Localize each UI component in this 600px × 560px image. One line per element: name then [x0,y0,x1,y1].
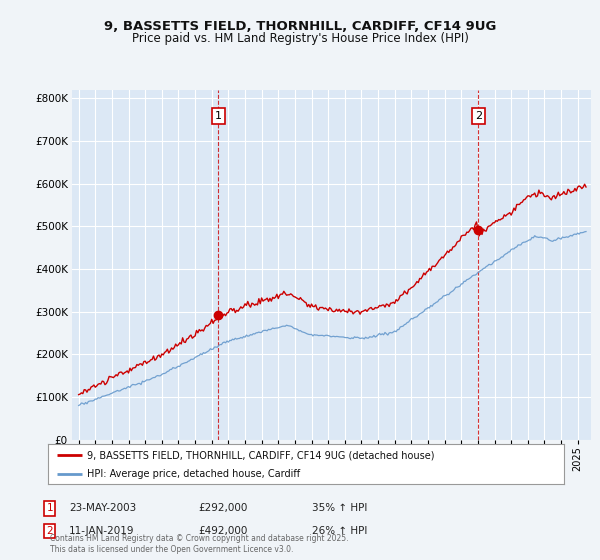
Text: 2: 2 [475,111,482,121]
Text: 9, BASSETTS FIELD, THORNHILL, CARDIFF, CF14 9UG (detached house): 9, BASSETTS FIELD, THORNHILL, CARDIFF, C… [86,450,434,460]
Text: 2: 2 [46,526,53,536]
Text: Price paid vs. HM Land Registry's House Price Index (HPI): Price paid vs. HM Land Registry's House … [131,32,469,45]
Text: Contains HM Land Registry data © Crown copyright and database right 2025.
This d: Contains HM Land Registry data © Crown c… [50,534,348,554]
Text: 23-MAY-2003: 23-MAY-2003 [69,503,136,514]
Text: 9, BASSETTS FIELD, THORNHILL, CARDIFF, CF14 9UG: 9, BASSETTS FIELD, THORNHILL, CARDIFF, C… [104,20,496,32]
Text: HPI: Average price, detached house, Cardiff: HPI: Average price, detached house, Card… [86,469,300,479]
Text: £292,000: £292,000 [198,503,247,514]
Text: 1: 1 [46,503,53,514]
Text: 35% ↑ HPI: 35% ↑ HPI [312,503,367,514]
Text: 26% ↑ HPI: 26% ↑ HPI [312,526,367,536]
Text: 11-JAN-2019: 11-JAN-2019 [69,526,134,536]
Text: £492,000: £492,000 [198,526,247,536]
Text: 1: 1 [215,111,222,121]
